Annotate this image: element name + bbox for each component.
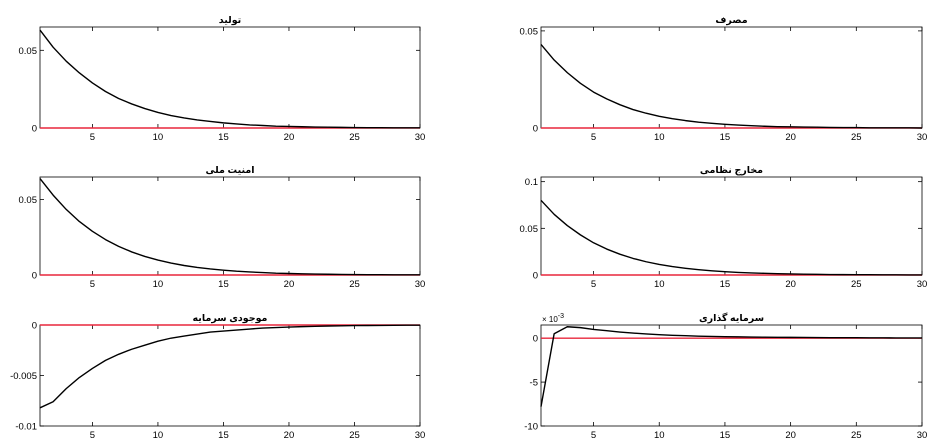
x-tick-label: 25 <box>851 279 862 290</box>
y-tick-label: 0.1 <box>525 177 538 188</box>
impulse-response-line <box>39 178 420 276</box>
x-tick-label: 15 <box>218 132 229 143</box>
x-tick-label: 5 <box>591 430 596 441</box>
panel-title: سرمایه گذاری <box>699 312 764 324</box>
y-tick-label: 0.05 <box>19 46 38 57</box>
plot-frame <box>39 26 421 129</box>
x-tick-label: 30 <box>415 279 426 290</box>
x-tick-label: 20 <box>785 430 796 441</box>
plot-frame <box>39 176 421 276</box>
x-tick-label: 30 <box>415 430 426 441</box>
y-tick-label: -0.005 <box>10 371 37 382</box>
y-tick-label: 0 <box>32 321 37 332</box>
x-tick-label: 15 <box>720 132 731 143</box>
x-tick-label: 20 <box>785 279 796 290</box>
chart-panel-6: 5 10 15 20 25 30 -10 -5 0 سرمایه گذاری × 10-3 <box>524 312 927 441</box>
x-tick-label: 5 <box>90 430 95 441</box>
impulse-response-line <box>540 44 923 129</box>
x-tick-label: 5 <box>591 279 596 290</box>
chart-panel-4: 5 10 15 20 25 30 0 0.05 0.1 مخارج نظامی <box>520 165 927 290</box>
x-tick-label: 15 <box>720 430 731 441</box>
x-tick-label: 25 <box>851 132 862 143</box>
x-tick-label: 10 <box>153 279 164 290</box>
x-tick-label: 25 <box>851 430 862 441</box>
x-tick-label: 30 <box>415 132 426 143</box>
x-tick-label: 30 <box>917 132 927 143</box>
y-tick-label: 0 <box>32 124 37 135</box>
x-tick-label: 20 <box>284 430 295 441</box>
plot-frame <box>540 26 923 129</box>
impulse-response-line <box>39 324 420 409</box>
y-tick-label: 0 <box>533 334 538 345</box>
exponent-power: -3 <box>558 313 564 320</box>
x-tick-label: 25 <box>349 279 360 290</box>
x-tick-label: 10 <box>654 430 665 441</box>
x-tick-label: 20 <box>284 132 295 143</box>
chart-panel-3: 5 10 15 20 25 30 0 0.05 امنیت ملی <box>19 165 426 290</box>
y-tick-label: 0 <box>533 271 538 282</box>
x-tick-label: 10 <box>654 132 665 143</box>
y-tick-label: 0 <box>32 271 37 282</box>
x-tick-label: 25 <box>349 132 360 143</box>
plot-frame <box>540 176 923 276</box>
impulse-response-line <box>540 326 922 407</box>
x-tick-label: 30 <box>917 279 927 290</box>
panel-title: امنیت ملی <box>206 165 255 176</box>
x-tick-label: 15 <box>720 279 731 290</box>
y-tick-label: 0 <box>533 124 538 135</box>
x-tick-label: 5 <box>90 132 95 143</box>
y-tick-label: 0.05 <box>520 224 539 235</box>
y-tick-label: -5 <box>530 378 538 389</box>
chart-panel-2: 5 10 15 20 25 30 0 0.05 مصرف <box>520 15 927 143</box>
x-tick-label: 10 <box>153 132 164 143</box>
exponent-base: × 10 <box>542 315 558 324</box>
panel-title: موجودی سرمایه <box>193 313 268 324</box>
panel-title: مخارج نظامی <box>700 165 763 176</box>
x-tick-label: 5 <box>591 132 596 143</box>
chart-panel-1: 5 10 15 20 25 30 0 0.05 تولید <box>19 15 426 143</box>
plot-frame <box>540 324 923 427</box>
x-tick-label: 30 <box>917 430 927 441</box>
y-tick-label: -0.01 <box>15 422 37 433</box>
y-axis-exponent-label: × 10-3 <box>542 313 564 324</box>
y-tick-label: 0.05 <box>520 26 539 37</box>
chart-panel-5: 5 10 15 20 25 30 -0.01 -0.005 0 موجودی سرمایه <box>10 313 425 441</box>
y-tick-label: 0.05 <box>19 195 38 206</box>
x-tick-label: 5 <box>90 279 95 290</box>
plot-frame <box>39 324 421 427</box>
x-tick-label: 15 <box>218 430 229 441</box>
y-tick-label: -10 <box>524 422 538 433</box>
impulse-response-line <box>540 199 922 276</box>
x-tick-label: 10 <box>654 279 665 290</box>
x-tick-label: 20 <box>284 279 295 290</box>
panel-title: مصرف <box>715 15 747 26</box>
impulse-response-line <box>39 29 420 129</box>
x-tick-label: 25 <box>349 430 360 441</box>
x-tick-label: 15 <box>218 279 229 290</box>
x-tick-label: 10 <box>153 430 164 441</box>
panel-title: تولید <box>219 15 241 26</box>
x-tick-label: 20 <box>785 132 796 143</box>
